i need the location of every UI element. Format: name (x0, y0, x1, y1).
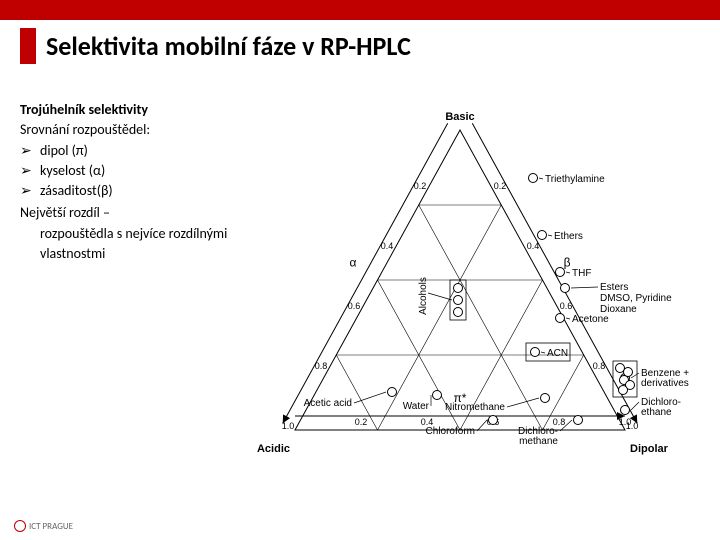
svg-text:β: β (564, 256, 571, 270)
top-red-bar (0, 0, 720, 20)
svg-text:α: α (349, 256, 356, 270)
svg-text:0.4: 0.4 (527, 241, 540, 251)
slide-title: Selektivita mobilní fáze v RP-HPLC (46, 30, 411, 62)
svg-text:0.2: 0.2 (355, 417, 368, 427)
text-line1: Srovnání rozpouštědel: (20, 120, 240, 140)
svg-text:0.8: 0.8 (315, 361, 328, 371)
body: Trojúhelník selektivity Srovnání rozpouš… (0, 70, 720, 490)
svg-text:Nitromethane: Nitromethane (445, 402, 505, 413)
footer-text: ICT PRAGUE (29, 521, 73, 532)
bullet-item: zásaditost(β) (20, 181, 240, 201)
svg-text:DMSO, Pyridine: DMSO, Pyridine (600, 293, 672, 304)
note: Největší rozdíl – rozpouštědla s nejvíce… (20, 203, 240, 264)
footer-logo-icon (14, 520, 26, 532)
svg-text:Alcohols: Alcohols (418, 277, 429, 315)
bullet-item: kyselost (α) (20, 161, 240, 181)
text-heading: Trojúhelník selektivity (20, 100, 240, 120)
svg-text:Esters: Esters (600, 282, 628, 293)
svg-text:Triethylamine: Triethylamine (545, 174, 605, 185)
text-column: Trojúhelník selektivity Srovnání rozpouš… (20, 100, 240, 490)
svg-text:methane: methane (519, 436, 558, 447)
svg-text:1.0: 1.0 (282, 421, 295, 431)
selectivity-triangle-diagram: α0.20.40.60.81.0β0.20.40.60.81.0π*0.20.4… (240, 100, 710, 490)
svg-text:0.2: 0.2 (494, 181, 507, 191)
svg-text:Acidic: Acidic (257, 443, 290, 455)
svg-text:Acetone: Acetone (572, 314, 609, 325)
svg-text:1.0: 1.0 (619, 417, 632, 427)
svg-text:derivatives: derivatives (641, 378, 689, 389)
svg-text:0.6: 0.6 (348, 301, 361, 311)
svg-text:0.8: 0.8 (593, 361, 606, 371)
svg-text:ethane: ethane (641, 407, 672, 418)
svg-text:0.4: 0.4 (381, 241, 394, 251)
svg-text:Dipolar: Dipolar (630, 443, 669, 455)
bullet-list: dipol (π) kyselost (α) zásaditost(β) (20, 141, 240, 202)
footer: ICT PRAGUE (14, 520, 73, 532)
svg-text:ACN: ACN (547, 348, 568, 359)
title-red-block (20, 28, 36, 64)
bullet-item: dipol (π) (20, 141, 240, 161)
svg-text:Ethers: Ethers (554, 231, 583, 242)
svg-text:Acetic acid: Acetic acid (304, 398, 352, 409)
svg-text:0.2: 0.2 (414, 181, 427, 191)
svg-text:0.6: 0.6 (560, 301, 573, 311)
note-line-b: rozpouštědla s nejvíce rozdílnými vlastn… (20, 224, 240, 265)
svg-text:THF: THF (572, 268, 591, 279)
title-row: Selektivita mobilní fáze v RP-HPLC (0, 20, 720, 70)
note-line-a: Největší rozdíl – (20, 204, 110, 221)
svg-text:Chloroform: Chloroform (426, 426, 475, 437)
svg-text:Water: Water (403, 401, 430, 412)
svg-text:Basic: Basic (445, 111, 474, 123)
